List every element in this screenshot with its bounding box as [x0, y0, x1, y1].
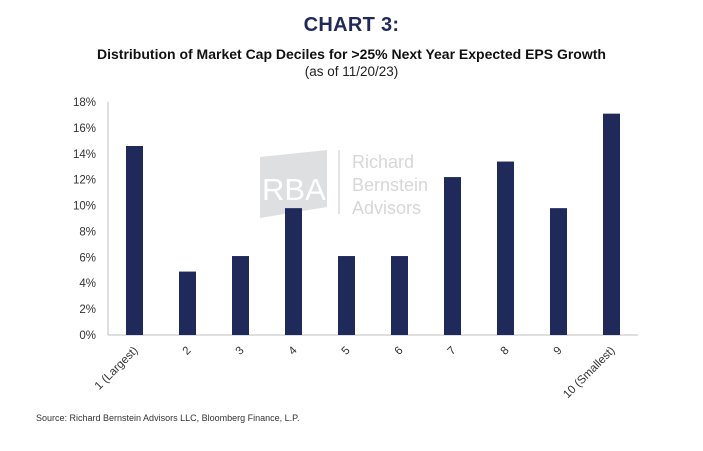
- y-tick-label: 2%: [79, 304, 96, 316]
- watermark-line2: Bernstein: [352, 175, 428, 195]
- y-tick-label: 0%: [79, 330, 96, 342]
- y-tick-label: 14%: [73, 149, 96, 161]
- x-tick-label: 2: [181, 345, 194, 358]
- x-tick-label: 4: [287, 344, 300, 357]
- watermark-mark: RBA: [262, 172, 326, 207]
- x-tick-label: 8: [499, 345, 512, 358]
- bar: [338, 256, 355, 335]
- bar: [179, 271, 196, 335]
- bar: [391, 256, 408, 335]
- watermark: RBA Richard Bernstein Advisors: [260, 150, 428, 218]
- x-tick-label: 5: [340, 345, 353, 358]
- chart-subtitle: (as of 11/20/23): [304, 64, 399, 79]
- x-tick-label: 10 (Smallest): [561, 345, 618, 402]
- chart-title: Distribution of Market Cap Deciles for >…: [97, 46, 606, 62]
- y-tick-label: 18%: [73, 97, 96, 109]
- source-note: Source: Richard Bernstein Advisors LLC, …: [36, 413, 300, 423]
- bar: [285, 208, 302, 335]
- x-tick-label: 3: [234, 345, 247, 358]
- y-tick-labels: 0% 2% 4% 6% 8% 10% 12% 14% 16% 18%: [73, 97, 96, 342]
- bar: [603, 113, 620, 336]
- y-tick-label: 6%: [79, 252, 96, 264]
- x-tick-labels: 1 (Largest) 2 3 4 5 6 7 8 910 (Smallest): [93, 344, 618, 401]
- y-tick-label: 8%: [79, 226, 96, 238]
- x-tick-label: 9: [552, 345, 565, 358]
- bar: [444, 177, 461, 335]
- watermark-line3: Advisors: [352, 198, 421, 218]
- bar: [497, 161, 514, 335]
- y-tick-label: 12%: [73, 175, 96, 187]
- x-tick-label: 1 (Largest): [93, 345, 141, 393]
- y-tick-label: 10%: [73, 201, 96, 213]
- bars: [126, 113, 620, 336]
- bar: [232, 256, 249, 335]
- chart-label: CHART 3:: [303, 14, 400, 36]
- x-tick-label: 7: [446, 345, 459, 358]
- x-tick-label: 6: [393, 345, 406, 358]
- y-tick-label: 16%: [73, 123, 96, 135]
- bar: [550, 208, 567, 335]
- watermark-line1: Richard: [352, 152, 414, 172]
- watermark-logo-shape: [260, 150, 327, 218]
- bar: [126, 146, 143, 335]
- y-tick-label: 4%: [79, 278, 96, 290]
